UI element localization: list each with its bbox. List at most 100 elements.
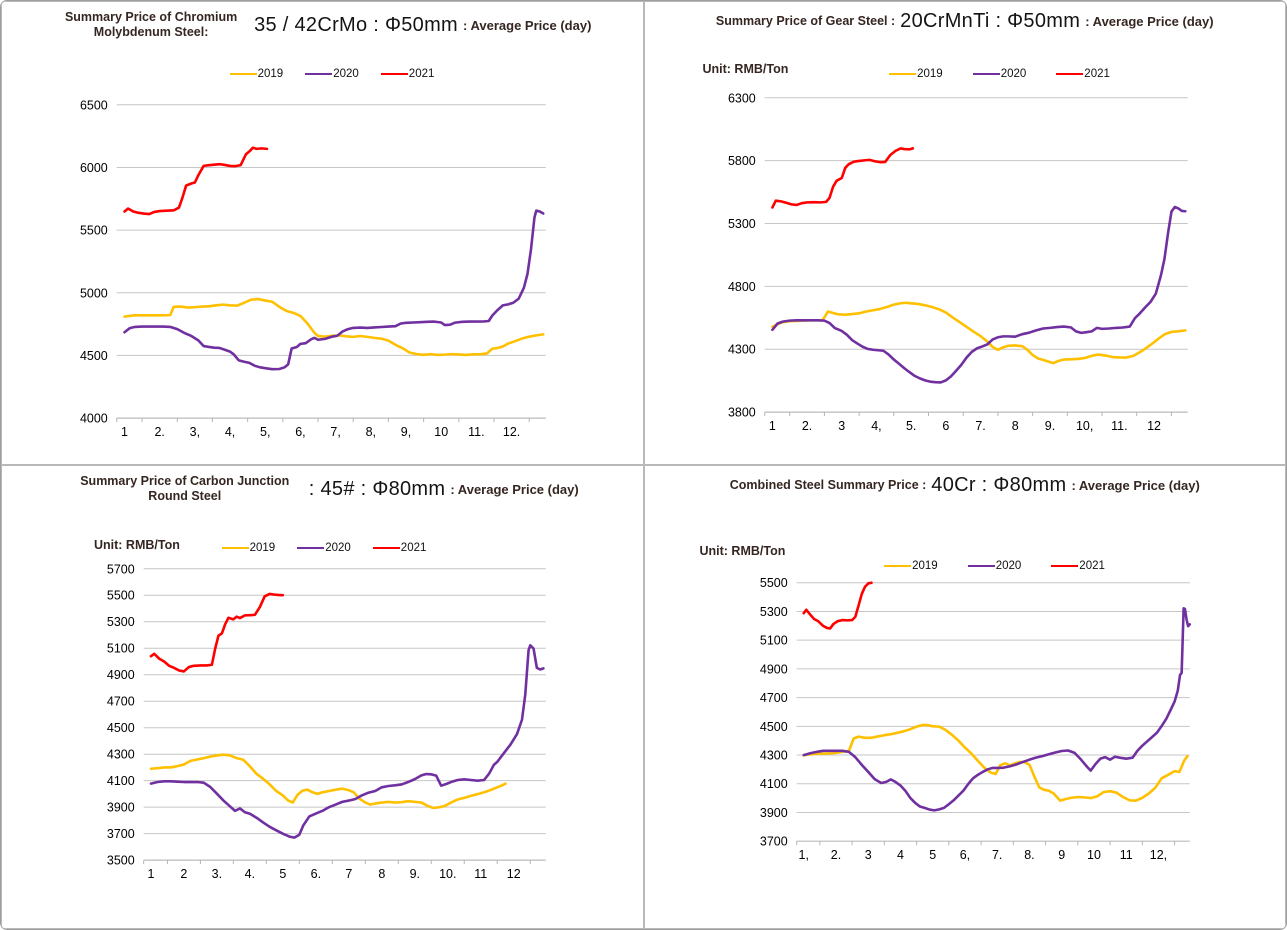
unit-label: Unit: RMB/Ton [699,544,786,558]
svg-text:11: 11 [474,867,487,881]
chart-legend: 2019 2020 2021 [144,542,504,554]
svg-text:2.: 2. [801,419,811,433]
svg-text:9.: 9. [1044,419,1054,433]
svg-text:5,: 5, [260,425,270,439]
svg-text:11.: 11. [1111,419,1127,433]
svg-text:3700: 3700 [107,827,135,841]
legend-line-2019-icon [884,565,912,567]
unit-label: Unit: RMB/Ton [94,538,180,552]
svg-text:10: 10 [1087,848,1101,862]
line-chart-plot: 6500 6000 5500 5000 4500 4000 1 2. 3, 4, 5, 6, 7, 8, 9… [2,2,643,464]
legend-line-2021-icon [380,73,408,75]
svg-text:4700: 4700 [107,695,135,709]
svg-text:11.: 11. [468,425,484,439]
svg-text:9.: 9. [410,867,420,881]
svg-text:4300: 4300 [727,343,755,357]
svg-text:4900: 4900 [107,668,135,682]
svg-text:4800: 4800 [727,280,755,294]
svg-text:3500: 3500 [107,854,135,868]
svg-text:5.: 5. [905,419,915,433]
svg-text:2.: 2. [154,425,164,439]
chart-panel-top-right: Summary Price of Gear Steel : 20CrMnTi :… [643,1,1286,465]
svg-text:5000: 5000 [80,286,108,300]
legend-item-2019: 2019 [221,542,275,554]
svg-text:6: 6 [942,419,949,433]
legend-line-2020-icon [305,73,333,75]
svg-text:5300: 5300 [727,217,755,231]
legend-line-2019-icon [221,547,249,549]
svg-text:3800: 3800 [727,406,755,420]
svg-text:5100: 5100 [107,642,135,656]
svg-text:1: 1 [147,867,154,881]
svg-text:4500: 4500 [80,349,108,363]
svg-text:4500: 4500 [107,721,135,735]
svg-text:4,: 4, [225,425,235,439]
svg-text:12: 12 [507,867,521,881]
svg-text:6,: 6, [295,425,305,439]
svg-text:5500: 5500 [107,589,135,603]
svg-text:2.: 2. [830,848,840,862]
svg-text:3: 3 [864,848,871,862]
legend-line-2021-icon [1056,73,1084,75]
legend-item-2019: 2019 [229,68,283,80]
svg-text:3900: 3900 [759,806,787,820]
line-chart-plot: 5700 5500 5300 5100 4900 4700 4500 4300 4100 3900… [2,466,643,928]
svg-text:9: 9 [1058,848,1065,862]
svg-text:4: 4 [897,848,904,862]
svg-text:5700: 5700 [107,562,135,576]
svg-text:6,: 6, [959,848,969,862]
svg-text:3700: 3700 [759,835,787,849]
svg-text:4,: 4, [871,419,881,433]
chart-panel-bottom-right: Combined Steel Summary Price : 40Cr : Φ8… [643,465,1286,929]
svg-text:9,: 9, [401,425,411,439]
svg-text:4900: 4900 [759,662,787,676]
svg-text:3,: 3, [190,425,200,439]
legend-item-2020: 2020 [297,542,351,554]
svg-text:1: 1 [121,425,128,439]
svg-text:10: 10 [434,425,448,439]
legend-item-2020: 2020 [972,68,1026,80]
svg-text:5: 5 [279,867,286,881]
svg-text:4500: 4500 [759,720,787,734]
svg-text:5: 5 [929,848,936,862]
svg-text:5800: 5800 [727,154,755,168]
svg-text:7: 7 [345,867,352,881]
svg-text:7.: 7. [992,848,1002,862]
chart-panel-bottom-left: Summary Price of Carbon Junction Round S… [1,465,644,929]
legend-item-2021: 2021 [380,68,434,80]
svg-text:10.: 10. [439,867,456,881]
svg-text:5300: 5300 [759,605,787,619]
line-chart-plot: 6300 5800 5300 4800 4300 3800 1 2. 3 4, 5. 6 7. 8 9. 10… [645,2,1286,464]
legend-line-2021-icon [1051,565,1079,567]
svg-text:8: 8 [1011,419,1018,433]
legend-line-2020-icon [972,73,1000,75]
chart-panel-top-left: Summary Price of Chromium Molybdenum Ste… [1,1,644,465]
legend-item-2019: 2019 [884,560,938,572]
svg-text:4700: 4700 [759,691,787,705]
svg-text:4.: 4. [245,867,255,881]
svg-text:5300: 5300 [107,615,135,629]
svg-text:12,: 12, [1149,848,1166,862]
svg-text:6500: 6500 [80,98,108,112]
unit-label: Unit: RMB/Ton [702,62,789,76]
svg-text:8: 8 [378,867,385,881]
svg-text:10,: 10, [1075,419,1092,433]
svg-text:1,: 1, [798,848,808,862]
svg-text:12: 12 [1147,419,1161,433]
legend-line-2021-icon [372,547,400,549]
svg-text:5100: 5100 [759,634,787,648]
svg-text:4000: 4000 [80,412,108,426]
legend-item-2021: 2021 [1056,68,1110,80]
svg-text:6000: 6000 [80,161,108,175]
svg-text:5500: 5500 [759,576,787,590]
svg-text:11: 11 [1119,848,1132,862]
chart-legend: 2019 2020 2021 [117,68,547,80]
legend-item-2021: 2021 [372,542,426,554]
legend-item-2021: 2021 [1051,560,1105,572]
chart-legend: 2019 2020 2021 [815,560,1175,572]
svg-text:3900: 3900 [107,801,135,815]
legend-item-2020: 2020 [967,560,1021,572]
svg-text:5500: 5500 [80,224,108,238]
svg-text:7.: 7. [975,419,985,433]
